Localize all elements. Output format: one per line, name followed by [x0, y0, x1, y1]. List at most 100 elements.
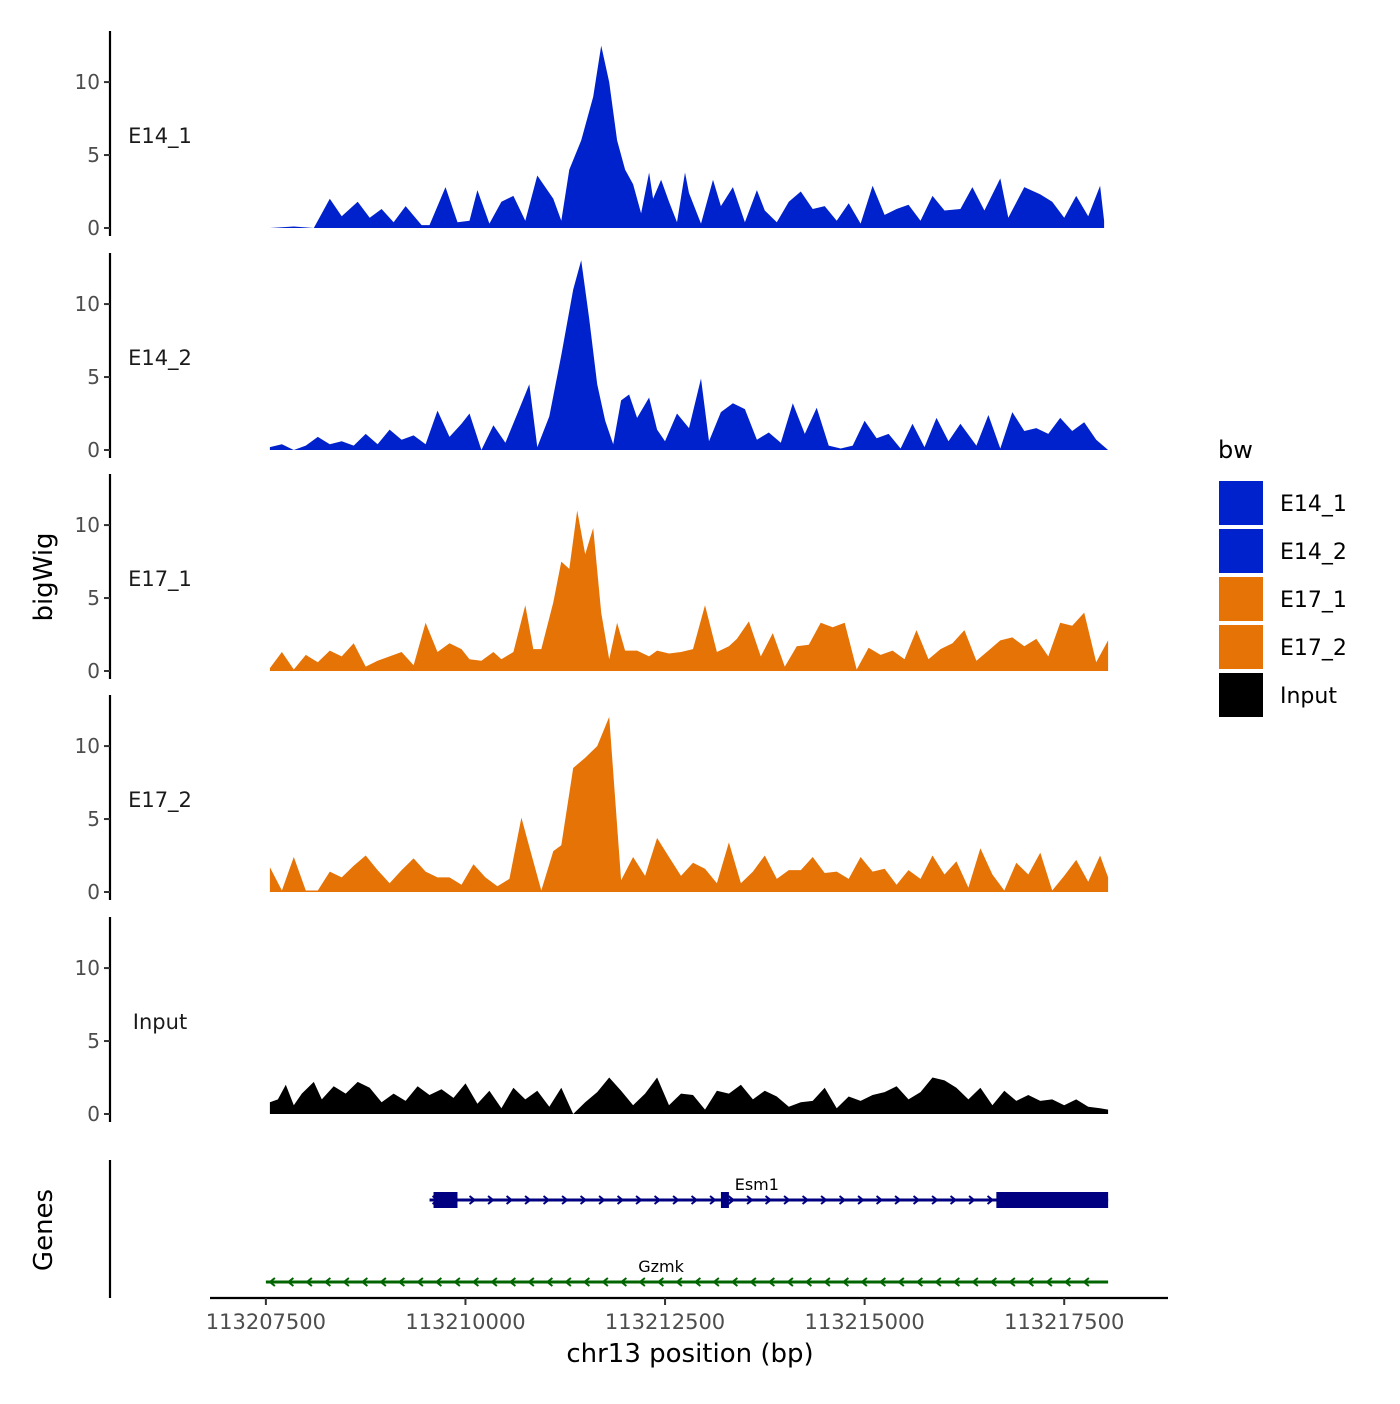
y-tick-label: 5 — [87, 1029, 100, 1053]
strand-chevron — [690, 1195, 699, 1205]
track-label: E14_2 — [128, 346, 192, 371]
legend-swatch — [1217, 479, 1265, 527]
strand-chevron — [841, 1277, 850, 1287]
strand-chevron — [527, 1277, 535, 1287]
legend-label: E17_1 — [1280, 588, 1347, 613]
strand-chevron — [323, 1277, 332, 1287]
strand-chevron — [360, 1277, 369, 1287]
strand-chevron — [1063, 1277, 1072, 1287]
strand-chevron — [397, 1277, 406, 1287]
strand-chevron — [524, 1195, 532, 1205]
strand-chevron — [268, 1277, 276, 1287]
legend-label: E14_2 — [1280, 540, 1347, 565]
strand-chevron — [487, 1195, 495, 1205]
strand-chevron — [897, 1277, 905, 1287]
strand-chevron — [931, 1195, 939, 1205]
strand-chevron — [508, 1277, 517, 1287]
strand-chevron — [693, 1277, 702, 1287]
legend-label: E17_2 — [1280, 636, 1347, 661]
strand-chevron — [1026, 1277, 1035, 1287]
y-tick-label: 10 — [75, 734, 100, 758]
strand-chevron — [804, 1277, 813, 1287]
strand-chevron — [653, 1195, 662, 1205]
strand-chevron — [416, 1277, 424, 1287]
strand-chevron — [989, 1277, 998, 1287]
strand-chevron — [727, 1195, 736, 1205]
gene-exon — [720, 1192, 729, 1208]
strand-chevron — [949, 1195, 958, 1205]
gene-esm1: Esm1 — [429, 1175, 1109, 1208]
strand-chevron — [598, 1195, 606, 1205]
coverage-tracks: 0 5 10 E14_1 0 5 10 E14_2 0 5 10 E17_1 0 5 10 E17_2 0 5 10… — [75, 31, 1109, 1126]
coverage-area-e14-2 — [269, 260, 1109, 450]
legend-title: bw — [1218, 436, 1253, 464]
x-axis-title: chr13 position (bp) — [566, 1339, 813, 1369]
track-label: E14_1 — [128, 124, 192, 149]
strand-chevron — [638, 1277, 646, 1287]
track-input: 0 5 10 Input — [75, 917, 1109, 1126]
gene-track-title: Genes — [29, 1189, 59, 1271]
y-tick-label: 10 — [75, 292, 100, 316]
x-tick-label: 113210000 — [405, 1310, 525, 1334]
legend-swatch — [1217, 671, 1265, 719]
strand-chevron — [934, 1277, 942, 1287]
track-label: Input — [133, 1010, 187, 1034]
strand-chevron — [1008, 1277, 1016, 1287]
strand-chevron — [878, 1277, 887, 1287]
y-tick-label: 10 — [75, 956, 100, 980]
strand-chevron — [971, 1277, 979, 1287]
y-tick-label: 0 — [87, 216, 100, 240]
coverage-area-e17-2 — [269, 716, 1109, 892]
strand-chevron — [471, 1277, 480, 1287]
strand-chevron — [561, 1195, 569, 1205]
strand-chevron — [468, 1195, 477, 1205]
strand-chevron — [675, 1277, 683, 1287]
strand-chevron — [820, 1195, 828, 1205]
strand-chevron — [286, 1277, 295, 1287]
strand-chevron — [672, 1195, 680, 1205]
strand-chevron — [709, 1195, 717, 1205]
strand-chevron — [601, 1277, 609, 1287]
strand-chevron — [1045, 1277, 1053, 1287]
strand-chevron — [746, 1195, 754, 1205]
legend-label: Input — [1280, 684, 1337, 709]
gene-name-label: Gzmk — [638, 1257, 684, 1276]
y-tick-label: 5 — [87, 143, 100, 167]
gene-exon — [433, 1192, 458, 1208]
y-axis-title: bigWig — [29, 532, 59, 621]
strand-chevron — [490, 1277, 498, 1287]
x-tick-label: 113207500 — [206, 1310, 326, 1334]
x-tick-label: 113215000 — [805, 1310, 925, 1334]
strand-chevron — [635, 1195, 643, 1205]
legend: bw E14_1 E14_2 E17_1 E17_2 Input — [1217, 436, 1347, 719]
strand-chevron — [894, 1195, 902, 1205]
strand-chevron — [342, 1277, 350, 1287]
strand-chevron — [875, 1195, 884, 1205]
strand-chevron — [379, 1277, 387, 1287]
strand-chevron — [952, 1277, 961, 1287]
strand-chevron — [712, 1277, 720, 1287]
track-e17-1: 0 5 10 E17_1 — [75, 474, 1109, 683]
track-e17-2: 0 5 10 E17_2 — [75, 695, 1109, 904]
gene-exon — [996, 1192, 1109, 1208]
legend-swatch — [1217, 527, 1265, 575]
strand-chevron — [823, 1277, 831, 1287]
legend-label: E14_1 — [1280, 492, 1347, 517]
strand-chevron — [564, 1277, 572, 1287]
strand-chevron — [579, 1195, 588, 1205]
strand-chevron — [453, 1277, 461, 1287]
strand-chevron — [764, 1195, 773, 1205]
y-tick-label: 5 — [87, 586, 100, 610]
gene-name-label: Esm1 — [735, 1175, 779, 1194]
strand-chevron — [619, 1277, 628, 1287]
track-label: E17_1 — [128, 567, 192, 592]
strand-chevron — [912, 1195, 921, 1205]
strand-chevron — [783, 1195, 791, 1205]
track-e14-1: 0 5 10 E14_1 — [75, 31, 1105, 240]
strand-chevron — [542, 1195, 551, 1205]
strand-chevron — [986, 1195, 995, 1205]
strand-chevron — [767, 1277, 776, 1287]
coverage-area-input — [269, 1077, 1109, 1114]
x-tick-label: 113217500 — [1004, 1310, 1124, 1334]
